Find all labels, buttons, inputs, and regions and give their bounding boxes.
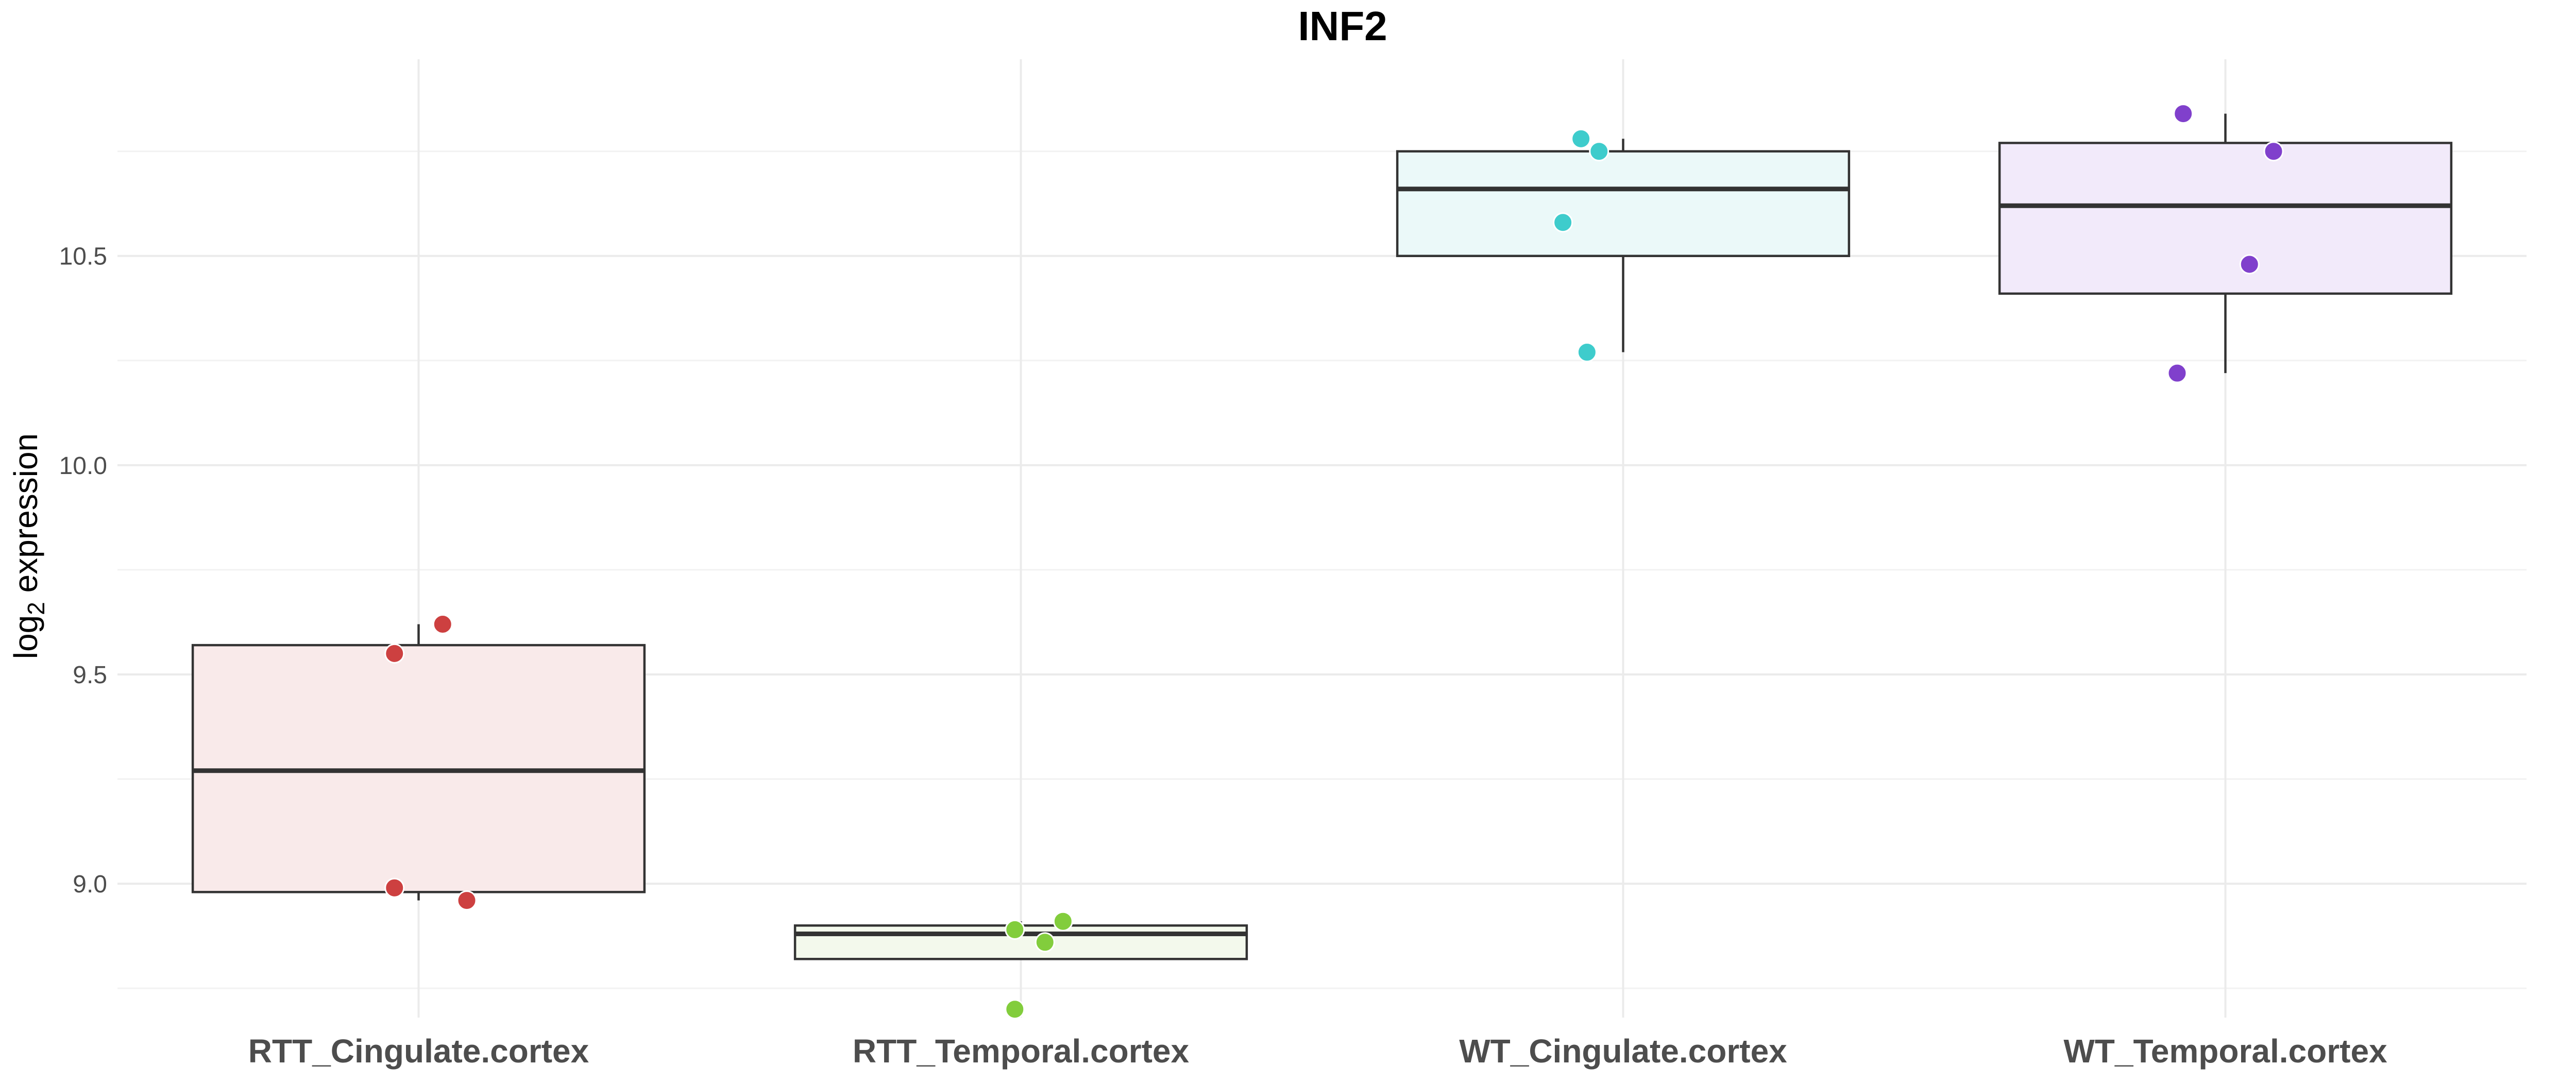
y-axis-label-main: log	[7, 615, 44, 659]
y-tick-label: 10.0	[59, 452, 107, 480]
y-axis-label-subscript: 2	[23, 602, 49, 615]
y-tick-label: 9.0	[73, 871, 107, 898]
y-axis-label-rest: expression	[7, 433, 44, 602]
data-point	[1571, 128, 1591, 149]
y-axis-label: log2 expression	[7, 433, 49, 659]
data-point	[1035, 932, 1055, 953]
x-tick-label: RTT_Temporal.cortex	[853, 1033, 1190, 1070]
data-point	[432, 614, 453, 635]
y-axis-ticks: 9.0 9.5 10.0 10.5	[59, 243, 107, 898]
data-point	[2173, 104, 2194, 124]
chart-title: INF2	[1298, 3, 1387, 49]
data-point	[2239, 254, 2260, 275]
data-point	[1553, 212, 1573, 233]
x-axis-ticks: RTT_Cingulate.cortex RTT_Temporal.cortex W…	[248, 1033, 2387, 1070]
box-iqr	[1998, 142, 2453, 295]
y-tick-label: 9.5	[73, 662, 107, 689]
data-points	[384, 104, 2284, 1020]
data-point	[1053, 911, 1073, 932]
data-point	[384, 877, 405, 898]
x-tick-label: WT_Temporal.cortex	[2063, 1033, 2387, 1070]
x-tick-label: WT_Cingulate.cortex	[1459, 1033, 1787, 1070]
y-tick-label: 10.5	[59, 243, 107, 270]
data-point	[1005, 999, 1025, 1020]
box-iqr	[1396, 150, 1851, 257]
data-point	[1577, 342, 1597, 363]
data-point	[456, 890, 477, 911]
data-point	[1589, 141, 1609, 162]
data-point	[384, 643, 405, 664]
grid-lines	[117, 59, 2527, 1018]
x-tick-label: RTT_Cingulate.cortex	[248, 1033, 589, 1070]
boxes	[191, 113, 2453, 960]
data-point	[2263, 141, 2284, 162]
data-point	[2167, 363, 2188, 383]
data-point	[1005, 919, 1025, 940]
